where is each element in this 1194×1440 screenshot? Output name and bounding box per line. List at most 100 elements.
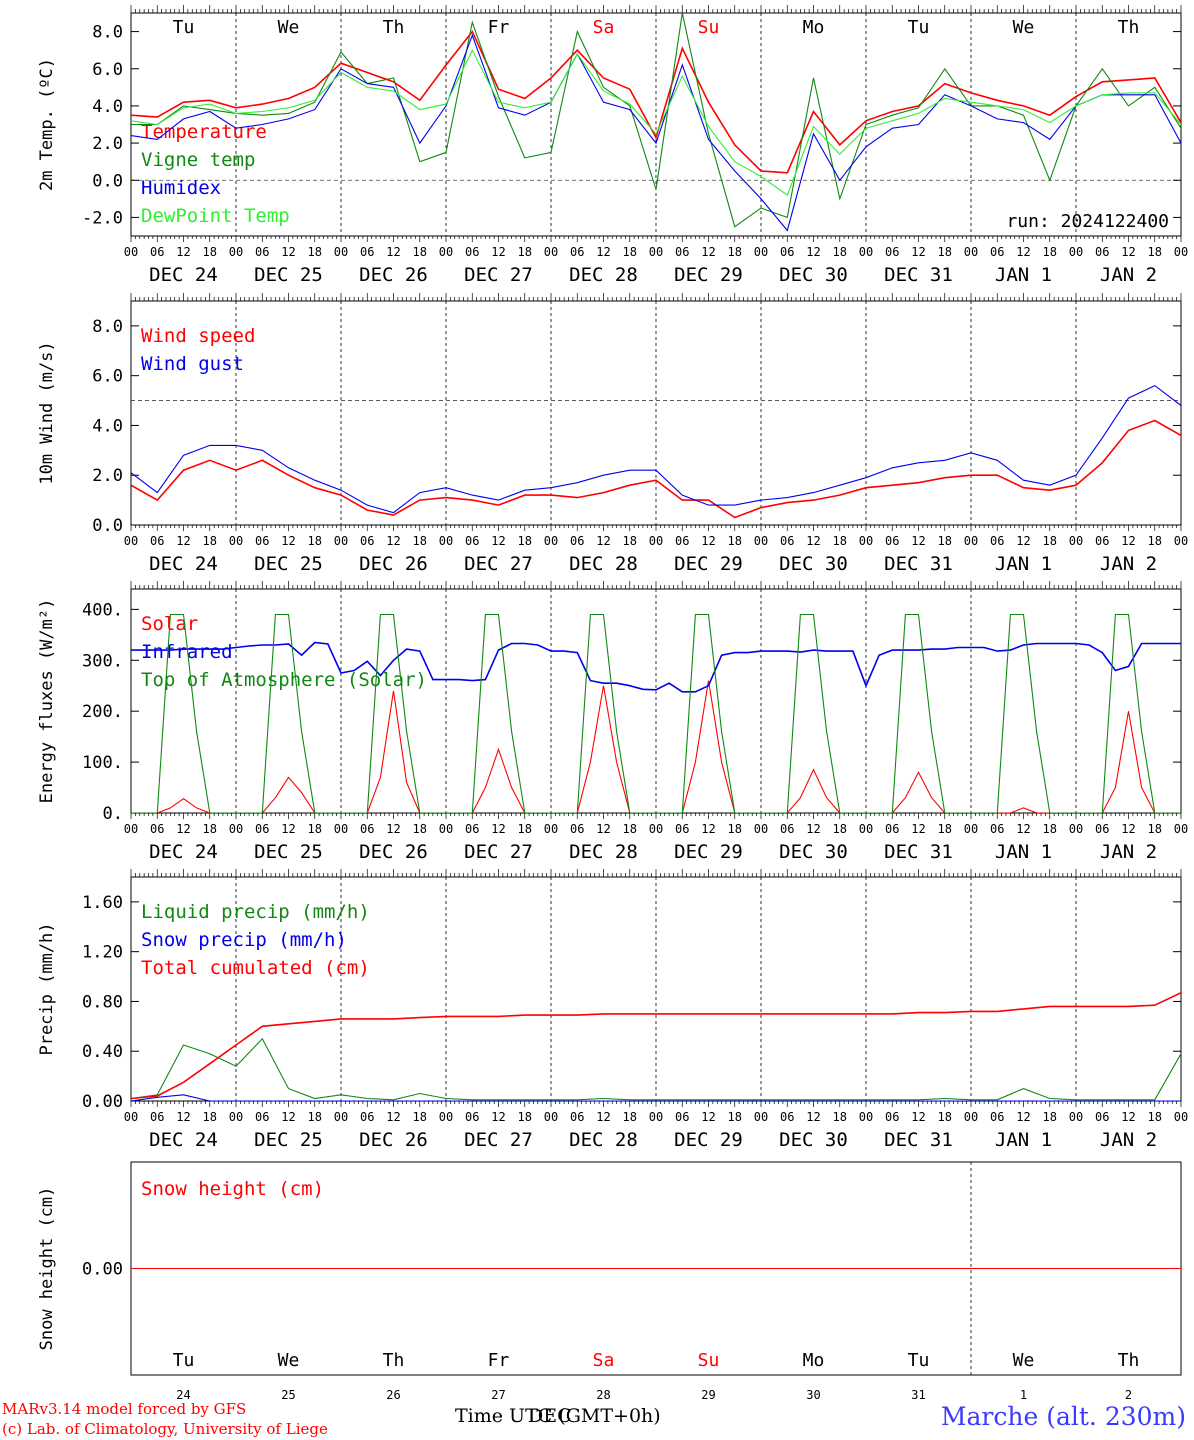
day-number-label: 24 [176,1388,190,1402]
hour-tick-label: 12 [1121,534,1135,548]
date-label: JAN 1 [995,264,1052,286]
hour-tick-label: 00 [1069,245,1083,259]
y-tick-label: 8.0 [92,23,123,43]
hour-tick-label: 18 [833,822,847,836]
hour-tick-label: 12 [281,534,295,548]
date-label: DEC 26 [359,841,428,863]
series-line-wind-speed [131,419,1181,519]
y-axis-label: Precip (mm/h) [37,922,57,1055]
weekday-label: Sa [593,1350,615,1371]
hour-tick-label: 18 [938,534,952,548]
hour-tick-label: 00 [754,534,768,548]
hour-tick-label: 12 [491,1110,505,1124]
hour-tick-label: 00 [859,534,873,548]
hour-tick-label: 12 [281,1110,295,1124]
y-tick-label: 0.00 [82,1260,123,1280]
weekday-label: Tu [173,1350,195,1371]
date-label: JAN 1 [995,1129,1052,1151]
hour-tick-label: 00 [754,1110,768,1124]
hour-tick-label: 18 [623,1110,637,1124]
hour-tick-label: 12 [386,534,400,548]
date-label: DEC 24 [149,553,218,575]
hour-tick-label: 12 [911,245,925,259]
y-tick-label: 0. [103,804,123,824]
legend-liquid-precip-mm-h-: Liquid precip (mm/h) [141,901,370,923]
weekday-label: Su [698,17,720,38]
hour-tick-label: 06 [150,245,164,259]
day-number-label: 31 [911,1388,925,1402]
day-number-label: 29 [701,1388,715,1402]
hour-tick-label: 18 [1043,245,1057,259]
hour-tick-label: 12 [1121,1110,1135,1124]
hour-tick-label: 06 [360,534,374,548]
hour-tick-label: 18 [308,245,322,259]
hour-tick-label: 06 [1095,1110,1109,1124]
hour-tick-label: 06 [780,245,794,259]
y-tick-label: 0.0 [92,516,123,536]
hour-tick-label: 00 [439,245,453,259]
hour-tick-label: 00 [544,1110,558,1124]
series-line-solar [131,680,1181,813]
hour-tick-label: 06 [150,534,164,548]
hour-tick-label: 00 [964,534,978,548]
hour-tick-label: 12 [806,822,820,836]
y-tick-label: 1.20 [82,943,123,963]
hour-tick-label: 12 [1016,534,1030,548]
hour-tick-label: 18 [728,822,742,836]
hour-tick-label: 18 [413,245,427,259]
legend-humidex: Humidex [141,177,221,199]
day-number-label: 2 [1125,1388,1132,1402]
date-label: DEC 31 [884,1129,953,1151]
date-label: DEC 29 [674,553,743,575]
hour-tick-label: 12 [701,1110,715,1124]
hour-tick-label: 18 [203,1110,217,1124]
hour-tick-label: 06 [990,1110,1004,1124]
date-label: DEC 26 [359,553,428,575]
date-label: DEC 25 [254,841,323,863]
hour-tick-label: 12 [1121,822,1135,836]
series-line-liquid-precip-mm-h- [131,1037,1181,1101]
hour-tick-label: 12 [911,822,925,836]
legend-snow-height-cm-: Snow height (cm) [141,1178,324,1200]
y-tick-label: 1.60 [82,893,123,913]
legend-top-of-atmosphere-solar-: Top of Atmosphere (Solar) [141,669,427,691]
date-label: DEC 26 [359,264,428,286]
y-tick-label: 2.0 [92,466,123,486]
weekday-label: We [278,17,300,38]
hour-tick-label: 18 [728,245,742,259]
hour-tick-label: 06 [885,822,899,836]
hour-tick-label: 00 [544,534,558,548]
weekday-label: Su [698,1350,720,1371]
hour-tick-label: 12 [386,1110,400,1124]
date-label: JAN 2 [1100,553,1157,575]
legend-wind-speed: Wind speed [141,325,255,347]
y-tick-label: 2.0 [92,134,123,154]
date-label: DEC 27 [464,1129,533,1151]
date-label: DEC 28 [569,553,638,575]
hour-tick-label: 00 [229,534,243,548]
date-label: DEC 30 [779,1129,848,1151]
hour-tick-label: 12 [806,534,820,548]
hour-tick-label: 06 [255,245,269,259]
panel-frame-2 [130,588,1182,814]
series-line-snow-precip-mm-h- [131,1094,1181,1101]
hour-tick-label: 18 [203,245,217,259]
series-line-temperature [131,30,1181,174]
hour-tick-label: 12 [1016,822,1030,836]
credit-line-2: (c) Lab. of Climatology, University of L… [2,1420,328,1438]
hour-tick-label: 12 [596,822,610,836]
hour-tick-label: 00 [124,822,138,836]
hour-tick-label: 18 [1043,534,1057,548]
hour-tick-label: 12 [281,822,295,836]
hour-tick-label: 00 [544,822,558,836]
hour-tick-label: 18 [518,822,532,836]
legend-vigne-temp: Vigne temp [141,149,255,171]
weekday-label: Fr [488,17,510,38]
hour-tick-label: 00 [439,822,453,836]
date-label: DEC 29 [674,1129,743,1151]
y-tick-label: 6.0 [92,60,123,80]
hour-tick-label: 00 [334,245,348,259]
hour-tick-label: 00 [754,822,768,836]
hour-tick-label: 12 [1121,245,1135,259]
hour-tick-label: 06 [360,822,374,836]
